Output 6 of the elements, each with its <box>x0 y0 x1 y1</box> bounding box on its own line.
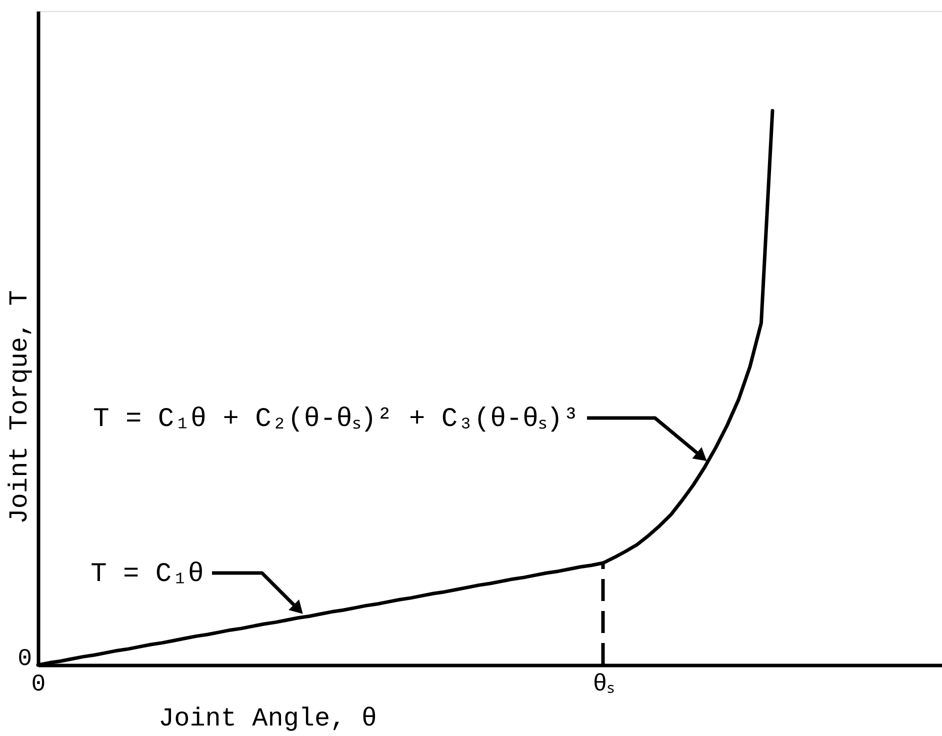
annotation: T = C₁θ + C₂(θ-θₛ)² + C₃(θ-θₛ)³ <box>93 405 579 435</box>
y-axis-title: Joint Torque, T <box>4 290 34 524</box>
annotation: 0 <box>18 646 32 673</box>
x-tick-label: θₛ <box>592 672 614 698</box>
x-axis-title: Joint Angle, θ <box>158 704 377 734</box>
annotation: T = C₁θ <box>90 560 204 590</box>
